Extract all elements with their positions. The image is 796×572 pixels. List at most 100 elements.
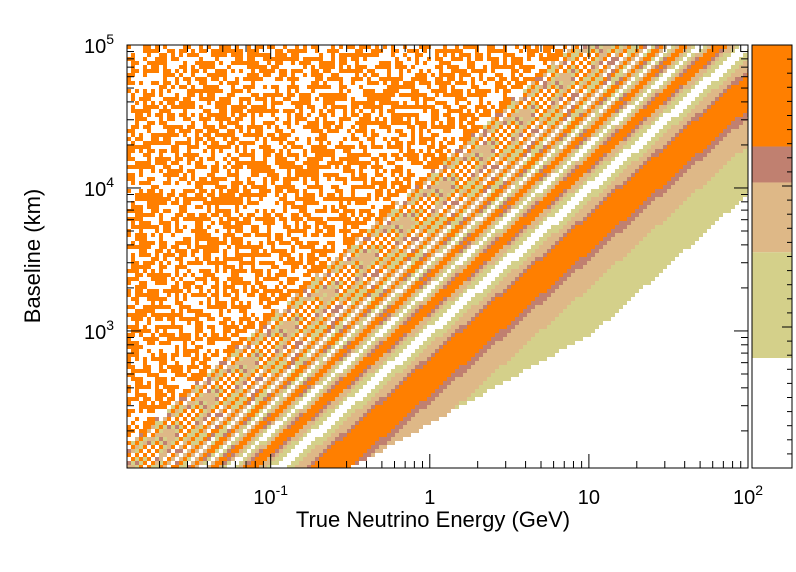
heatmap-cell xyxy=(355,113,359,117)
heatmap-cell xyxy=(419,177,423,181)
heatmap-cell xyxy=(739,189,743,193)
heatmap-cell xyxy=(271,57,275,61)
heatmap-cell xyxy=(719,89,723,93)
heatmap-cell xyxy=(543,165,547,169)
heatmap-cell xyxy=(655,165,659,169)
heatmap-cell xyxy=(571,165,575,169)
heatmap-cell xyxy=(707,49,711,53)
heatmap-cell xyxy=(671,121,675,125)
heatmap-cell xyxy=(207,85,211,89)
heatmap-cell xyxy=(547,165,551,169)
heatmap-cell xyxy=(643,125,647,129)
heatmap-cell xyxy=(671,205,675,209)
heatmap-cell xyxy=(151,65,155,69)
heatmap-cell xyxy=(715,125,719,129)
heatmap-cell xyxy=(151,177,155,181)
heatmap-cell xyxy=(691,221,695,225)
heatmap-cell xyxy=(171,49,175,53)
heatmap-cell xyxy=(615,137,619,141)
heatmap-cell xyxy=(379,213,383,217)
heatmap-cell xyxy=(171,53,175,57)
heatmap-cell xyxy=(283,137,287,141)
heatmap-cell xyxy=(719,153,723,157)
heatmap-cell xyxy=(235,109,239,113)
heatmap-cell xyxy=(171,193,175,197)
heatmap-cell xyxy=(639,213,643,217)
heatmap-cell xyxy=(531,185,535,189)
heatmap-cell xyxy=(131,181,135,185)
heatmap-cell xyxy=(291,185,295,189)
heatmap-cell xyxy=(371,97,375,101)
heatmap-cell xyxy=(707,157,711,161)
heatmap-cell xyxy=(655,117,659,121)
heatmap-cell xyxy=(543,73,547,77)
heatmap-cell xyxy=(203,133,207,137)
heatmap-cell xyxy=(435,101,439,105)
heatmap-cell xyxy=(579,117,583,121)
heatmap-cell xyxy=(187,141,191,145)
heatmap-cell xyxy=(567,133,571,137)
heatmap-cell xyxy=(627,129,631,133)
heatmap-cell xyxy=(247,101,251,105)
heatmap-cell xyxy=(203,165,207,169)
heatmap-cell xyxy=(231,69,235,73)
heatmap-cell xyxy=(439,181,443,185)
heatmap-cell xyxy=(667,201,671,205)
heatmap-cell xyxy=(299,117,303,121)
heatmap-cell xyxy=(311,65,315,69)
heatmap-cell xyxy=(695,145,699,149)
heatmap-cell xyxy=(739,177,743,181)
heatmap-cell xyxy=(683,181,687,185)
heatmap-cell xyxy=(711,81,715,85)
heatmap-cell xyxy=(603,133,607,137)
heatmap-cell xyxy=(679,213,683,217)
heatmap-cell xyxy=(499,109,503,113)
heatmap-cell xyxy=(311,185,315,189)
heatmap-cell xyxy=(671,133,675,137)
heatmap-cell xyxy=(351,213,355,217)
heatmap-cell xyxy=(743,113,747,117)
heatmap-cell xyxy=(511,221,515,225)
heatmap-cell xyxy=(739,109,743,113)
heatmap-cell xyxy=(679,161,683,165)
heatmap-cell xyxy=(147,153,151,157)
heatmap-cell xyxy=(395,145,399,149)
heatmap-cell xyxy=(391,181,395,185)
heatmap-cell xyxy=(627,93,631,97)
heatmap-cell xyxy=(291,141,295,145)
heatmap-cell xyxy=(535,209,539,213)
heatmap-cell xyxy=(359,161,363,165)
heatmap-cell xyxy=(295,101,299,105)
heatmap-cell xyxy=(307,165,311,169)
heatmap-cell xyxy=(343,181,347,185)
heatmap-cell xyxy=(299,217,303,221)
heatmap-cell xyxy=(347,217,351,221)
heatmap-cell xyxy=(563,57,567,61)
heatmap-cell xyxy=(279,133,283,137)
heatmap-cell xyxy=(643,117,647,121)
heatmap-cell xyxy=(239,125,243,129)
heatmap-cell xyxy=(411,137,415,141)
heatmap-cell xyxy=(607,185,611,189)
heatmap-cell xyxy=(699,97,703,101)
heatmap-cell xyxy=(311,69,315,73)
heatmap-cell xyxy=(735,73,739,77)
heatmap-cell xyxy=(175,81,179,85)
heatmap-cell xyxy=(647,49,651,53)
heatmap-cell xyxy=(463,137,467,141)
heatmap-cell xyxy=(535,81,539,85)
heatmap-cell xyxy=(643,181,647,185)
heatmap-cell xyxy=(351,161,355,165)
heatmap-cell xyxy=(731,153,735,157)
heatmap-cell xyxy=(303,177,307,181)
heatmap-cell xyxy=(487,169,491,173)
heatmap-cell xyxy=(411,193,415,197)
heatmap-cell xyxy=(615,197,619,201)
heatmap-cell xyxy=(623,193,627,197)
heatmap-cell xyxy=(431,161,435,165)
heatmap-cell xyxy=(619,109,623,113)
heatmap-cell xyxy=(423,153,427,157)
heatmap-cell xyxy=(291,213,295,217)
heatmap-cell xyxy=(355,177,359,181)
heatmap-cell xyxy=(507,161,511,165)
